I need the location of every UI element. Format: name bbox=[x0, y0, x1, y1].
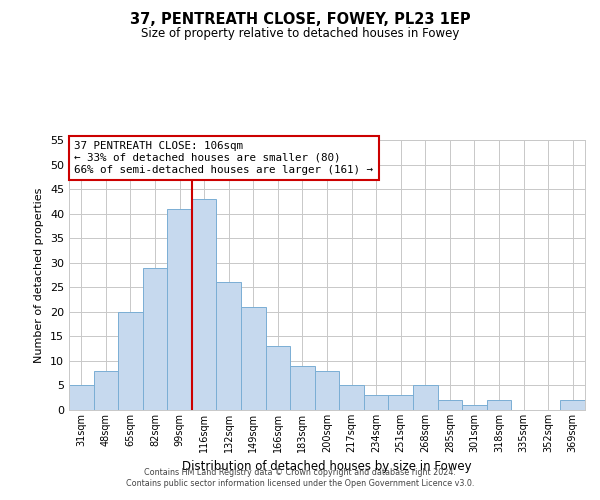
Text: Contains HM Land Registry data © Crown copyright and database right 2024.
Contai: Contains HM Land Registry data © Crown c… bbox=[126, 468, 474, 487]
Bar bbox=[167, 208, 192, 410]
Text: 37 PENTREATH CLOSE: 106sqm
← 33% of detached houses are smaller (80)
66% of semi: 37 PENTREATH CLOSE: 106sqm ← 33% of deta… bbox=[74, 142, 373, 174]
Text: 37, PENTREATH CLOSE, FOWEY, PL23 1EP: 37, PENTREATH CLOSE, FOWEY, PL23 1EP bbox=[130, 12, 470, 28]
Bar bbox=[560, 400, 585, 410]
Bar bbox=[437, 400, 462, 410]
Bar bbox=[315, 370, 339, 410]
Bar bbox=[143, 268, 167, 410]
Bar bbox=[290, 366, 315, 410]
Bar bbox=[339, 386, 364, 410]
Bar bbox=[388, 396, 413, 410]
Bar bbox=[364, 396, 388, 410]
Bar bbox=[192, 199, 217, 410]
Bar bbox=[413, 386, 437, 410]
Y-axis label: Number of detached properties: Number of detached properties bbox=[34, 188, 44, 362]
Bar bbox=[241, 307, 266, 410]
Bar bbox=[118, 312, 143, 410]
Bar bbox=[487, 400, 511, 410]
Bar bbox=[94, 370, 118, 410]
Bar bbox=[217, 282, 241, 410]
Bar bbox=[266, 346, 290, 410]
Text: Size of property relative to detached houses in Fowey: Size of property relative to detached ho… bbox=[141, 28, 459, 40]
Bar bbox=[69, 386, 94, 410]
X-axis label: Distribution of detached houses by size in Fowey: Distribution of detached houses by size … bbox=[182, 460, 472, 473]
Bar bbox=[462, 405, 487, 410]
